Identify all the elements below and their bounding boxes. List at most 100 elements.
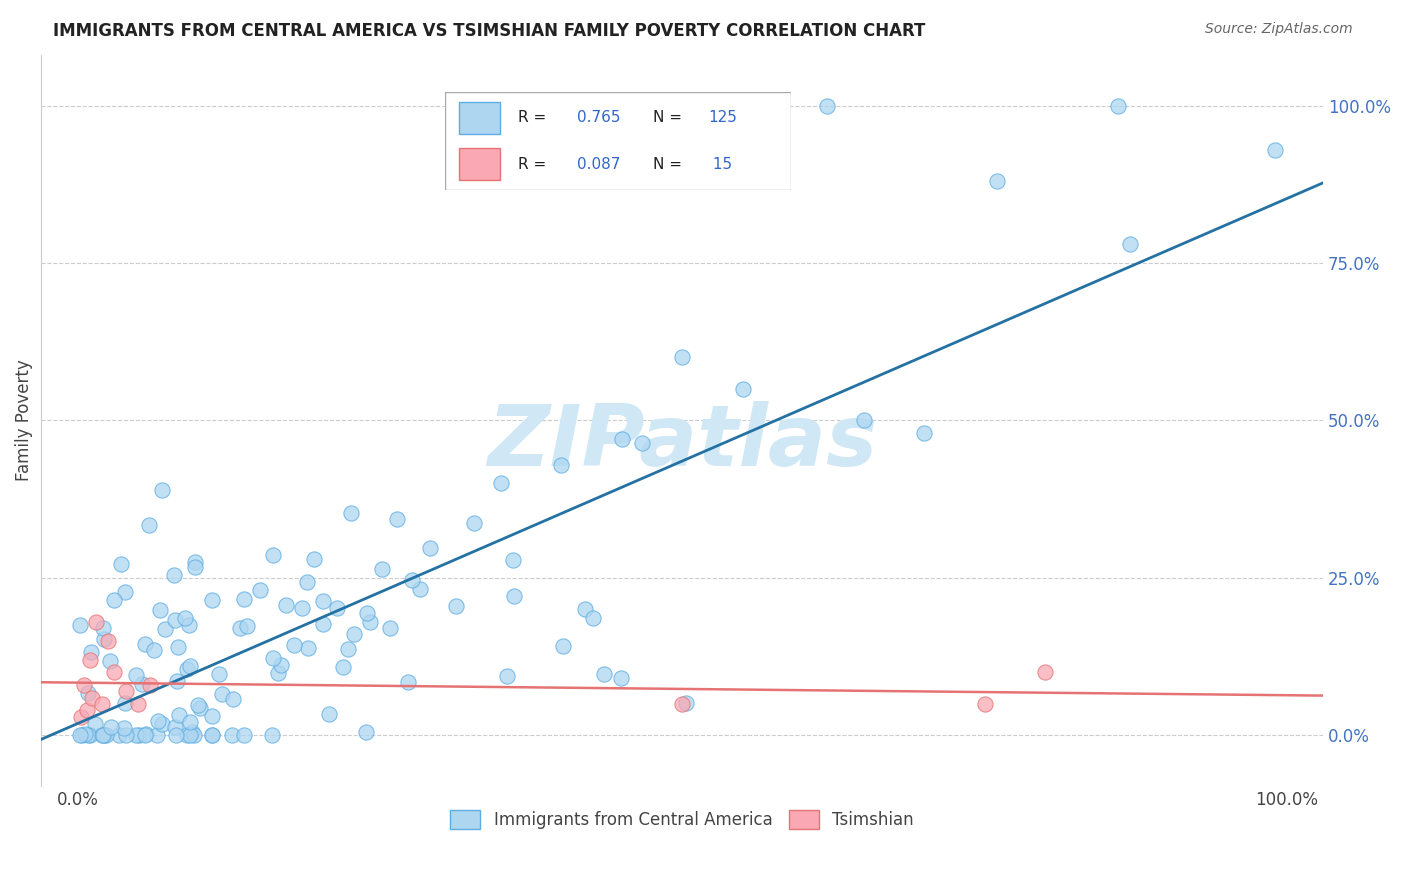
Point <box>103 665 125 680</box>
Point <box>502 589 524 603</box>
Point <box>69 617 91 632</box>
Point <box>221 728 243 742</box>
Point <box>150 717 173 731</box>
Point <box>183 728 205 742</box>
Point <box>167 707 190 722</box>
Point <box>337 642 360 657</box>
Point <box>91 728 114 742</box>
Point <box>166 673 188 688</box>
Point <box>163 567 186 582</box>
Point <box>112 721 135 735</box>
Point <box>127 697 149 711</box>
Point <box>270 657 292 672</box>
Point <box>91 622 114 636</box>
Point <box>208 667 231 681</box>
Point <box>69 728 91 742</box>
Point <box>312 594 335 608</box>
Point <box>295 574 318 589</box>
Point <box>1107 98 1129 112</box>
Point <box>174 611 197 625</box>
Point <box>359 615 381 629</box>
Point <box>339 506 361 520</box>
Point <box>574 602 596 616</box>
Point <box>671 697 693 711</box>
Point <box>70 728 93 742</box>
Point <box>222 692 245 706</box>
Legend: Immigrants from Central America, Tsimshian: Immigrants from Central America, Tsimshi… <box>444 804 921 836</box>
Point <box>1033 665 1056 680</box>
Point <box>332 660 354 674</box>
Point <box>236 619 259 633</box>
Point <box>318 706 340 721</box>
Point <box>232 728 254 742</box>
Point <box>79 653 101 667</box>
Point <box>463 516 485 530</box>
Point <box>75 727 97 741</box>
Point <box>274 598 297 612</box>
Point <box>370 562 392 576</box>
Point <box>100 720 122 734</box>
Point <box>249 582 271 597</box>
Point <box>986 174 1008 188</box>
Point <box>153 623 176 637</box>
Point <box>356 606 378 620</box>
Point <box>396 675 419 690</box>
Point <box>84 717 107 731</box>
Point <box>82 690 104 705</box>
Point <box>73 678 96 692</box>
Point <box>146 714 169 729</box>
Point <box>108 728 131 742</box>
Point <box>128 728 150 742</box>
Point <box>496 668 519 682</box>
Point <box>167 640 190 654</box>
Point <box>114 584 136 599</box>
Point <box>675 697 697 711</box>
Point <box>356 725 378 739</box>
Point <box>973 697 995 711</box>
Point <box>302 552 325 566</box>
Point <box>97 634 120 648</box>
Point <box>90 697 112 711</box>
Point <box>326 600 349 615</box>
Point <box>93 632 115 647</box>
Point <box>125 728 148 742</box>
Point <box>283 639 305 653</box>
Point <box>103 593 125 607</box>
Point <box>229 621 252 635</box>
Point <box>93 728 115 742</box>
Point <box>343 627 366 641</box>
Point <box>592 666 614 681</box>
Point <box>297 641 319 656</box>
Point <box>444 599 467 613</box>
Point <box>852 413 875 427</box>
Point <box>184 555 207 569</box>
Point <box>401 573 423 587</box>
Point <box>176 728 198 742</box>
Point <box>409 582 432 596</box>
Point <box>912 425 935 440</box>
Point <box>150 483 173 498</box>
Point <box>387 512 409 526</box>
Point <box>262 651 284 665</box>
Point <box>262 548 284 562</box>
Point <box>181 725 204 739</box>
Point <box>142 643 165 657</box>
Point <box>93 728 115 742</box>
Point <box>184 559 207 574</box>
Point <box>135 727 157 741</box>
Point <box>815 98 838 112</box>
Point <box>177 617 200 632</box>
Point <box>631 436 654 450</box>
Point <box>201 709 224 723</box>
Text: ZIPatlas: ZIPatlas <box>486 401 877 483</box>
Point <box>139 678 162 692</box>
Point <box>176 662 198 676</box>
Text: Source: ZipAtlas.com: Source: ZipAtlas.com <box>1205 22 1353 37</box>
Point <box>179 728 201 742</box>
Point <box>179 714 201 729</box>
Point <box>550 458 572 472</box>
Point <box>179 659 201 673</box>
Point <box>76 728 98 742</box>
Point <box>671 351 693 365</box>
Point <box>110 558 132 572</box>
